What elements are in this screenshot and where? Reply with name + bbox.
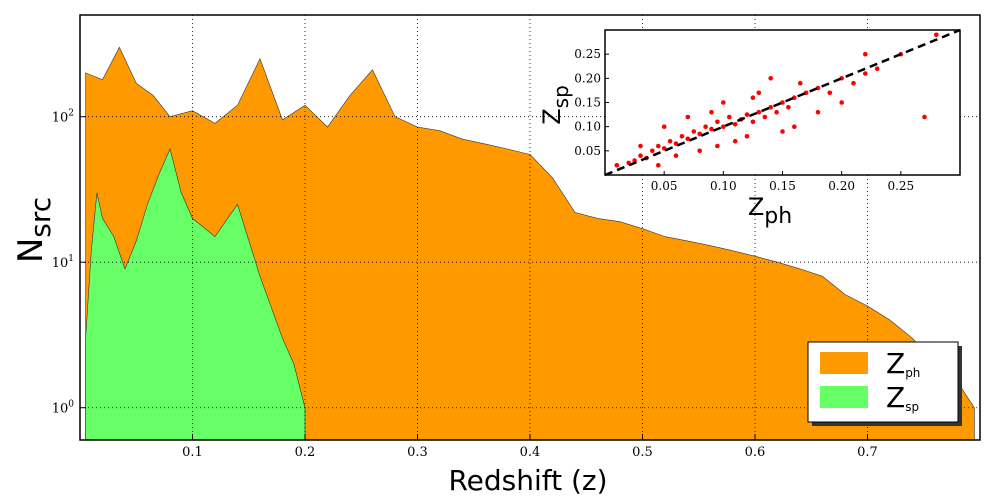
inset-x-tick-label-1: 0.10 (710, 179, 737, 193)
scatter-point-5 (650, 148, 655, 154)
inset-x-tick-label-4: 0.25 (887, 179, 914, 193)
scatter-point-24 (762, 114, 768, 120)
legend-swatch-ph (820, 352, 868, 374)
scatter-point-15 (709, 126, 714, 132)
inset-scatter-plot: 0.05 0.10 0.15 0.20 0.25 0.05 0.10 0.15 0.20 0.25 (574, 28, 961, 193)
scatter-point-52 (780, 129, 785, 134)
scatter-point-51 (685, 114, 691, 120)
scatter-point-55 (656, 163, 661, 168)
scatter-point-22 (750, 119, 756, 125)
inset-x-tick-label-2: 0.15 (769, 179, 796, 193)
scatter-point-26 (774, 109, 779, 115)
scatter-point-35 (863, 71, 868, 76)
scatter-point-23 (756, 109, 762, 115)
scatter-point-3 (638, 153, 643, 158)
inset-x-axis-label-sub: ph (764, 204, 792, 229)
y-tick-label-0: 100 (52, 400, 75, 417)
series-area-sp (85, 148, 306, 441)
x-tick-label-4: 0.5 (632, 445, 653, 460)
scatter-point-0 (614, 163, 620, 168)
scatter-point-6 (656, 143, 661, 149)
y-axis-label-main: N (11, 238, 51, 263)
x-axis-label: Redshift (z) (448, 464, 607, 497)
scatter-point-19 (732, 122, 738, 127)
inset-x-tick-label-0: 0.05 (651, 179, 678, 193)
svg-text:Zsp: Zsp (538, 85, 573, 125)
scatter-point-41 (697, 148, 702, 154)
scatter-point-32 (827, 90, 833, 96)
scatter-point-48 (756, 90, 762, 96)
inset-y-tick-label-0: 0.05 (574, 144, 601, 158)
inset-y-axis-label-main: Z (538, 108, 566, 124)
x-tick-label-0: 0.1 (182, 445, 203, 460)
scatter-point-12 (691, 129, 697, 134)
x-tick-label-2: 0.3 (407, 445, 428, 460)
inset-y-axis-label: Zsp (538, 85, 573, 125)
y-axis-label-sub: src (24, 197, 57, 238)
y-axis-label: Nsrc (11, 197, 57, 263)
scatter-point-8 (667, 138, 673, 144)
scatter-point-44 (768, 76, 773, 81)
scatter-point-57 (750, 95, 756, 100)
inset-y-tick-label-2: 0.15 (574, 96, 601, 110)
scatter-point-49 (792, 124, 797, 129)
scatter-point-45 (673, 153, 679, 158)
inset-y-tick-label-1: 0.10 (574, 120, 601, 134)
scatter-point-53 (815, 109, 821, 115)
inset-x-axis-label-main: Z (748, 193, 764, 221)
legend-label-ph: Zph (886, 347, 920, 380)
scatter-point-46 (709, 109, 714, 115)
scatter-point-16 (715, 119, 720, 125)
scatter-point-56 (715, 143, 720, 149)
scatter-point-21 (744, 112, 750, 117)
legend-label-sp: Zsp (886, 381, 919, 414)
scatter-point-11 (685, 136, 691, 142)
scatter-point-18 (727, 114, 732, 120)
scatter-point-47 (732, 138, 738, 144)
scatter-point-14 (703, 124, 708, 129)
scatter-point-36 (874, 66, 880, 71)
inset-y-tick-label-3: 0.20 (574, 71, 601, 85)
legend-swatch-sp (820, 386, 868, 408)
svg-text:Nsrc: Nsrc (11, 197, 57, 263)
scatter-point-54 (839, 100, 844, 105)
scatter-point-34 (851, 80, 856, 86)
inset-x-axis-label: Zph (748, 193, 792, 229)
inset-reference-line (604, 28, 961, 177)
scatter-point-17 (721, 124, 726, 129)
inset-x-tick-label-3: 0.20 (828, 179, 855, 193)
y-tick-label-1: 101 (52, 254, 74, 271)
scatter-point-50 (638, 143, 643, 149)
scatter-point-59 (863, 51, 868, 57)
scatter-point-27 (780, 100, 785, 105)
inset-y-axis-label-sub: sp (549, 85, 573, 108)
scatter-point-43 (744, 134, 750, 139)
scatter-point-28 (786, 105, 791, 110)
x-tick-label-6: 0.7 (857, 445, 878, 460)
scatter-point-58 (798, 80, 803, 86)
scatter-point-39 (934, 32, 939, 38)
y-tick-label-2: 102 (52, 109, 74, 126)
scatter-point-38 (922, 114, 927, 120)
scatter-point-10 (679, 134, 685, 139)
x-tick-label-1: 0.2 (295, 445, 316, 460)
inset-y-tick-label-4: 0.25 (574, 47, 601, 61)
scatter-point-40 (661, 124, 667, 129)
scatter-point-13 (697, 131, 702, 137)
x-tick-label-3: 0.4 (520, 445, 541, 460)
scatter-point-25 (768, 105, 773, 110)
x-tick-label-5: 0.6 (745, 445, 766, 460)
scatter-point-42 (721, 100, 726, 105)
